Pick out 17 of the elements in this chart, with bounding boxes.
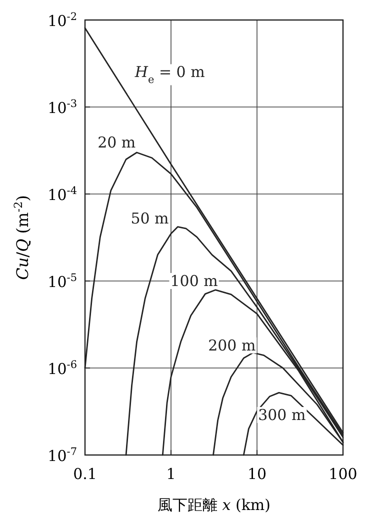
series-label: 100 m — [170, 272, 218, 290]
series-label: 300 m — [258, 406, 306, 424]
x-tick-label: 0.1 — [73, 465, 97, 483]
x-tick-label: 100 — [328, 465, 358, 483]
y-tick-label: 10$^{-2}$ — [48, 11, 77, 30]
y-tick-label: 10$^{-4}$ — [48, 185, 78, 204]
series-label: 20 m — [98, 134, 136, 152]
x-axis-title: 風下距離 x (km) — [157, 496, 271, 514]
x-tick-label: 1 — [166, 465, 176, 483]
y-tick-label: 10$^{-3}$ — [48, 98, 77, 117]
series-label: H$_{e}$ = 0 m — [134, 63, 205, 86]
x-tick-label: 10 — [247, 465, 267, 483]
series-label: 200 m — [208, 336, 256, 354]
y-tick-label: 10$^{-7}$ — [48, 446, 77, 465]
y-tick-label: 10$^{-5}$ — [48, 272, 77, 291]
y-tick-label: 10$^{-6}$ — [48, 359, 78, 378]
series-label: 50 m — [130, 209, 169, 228]
